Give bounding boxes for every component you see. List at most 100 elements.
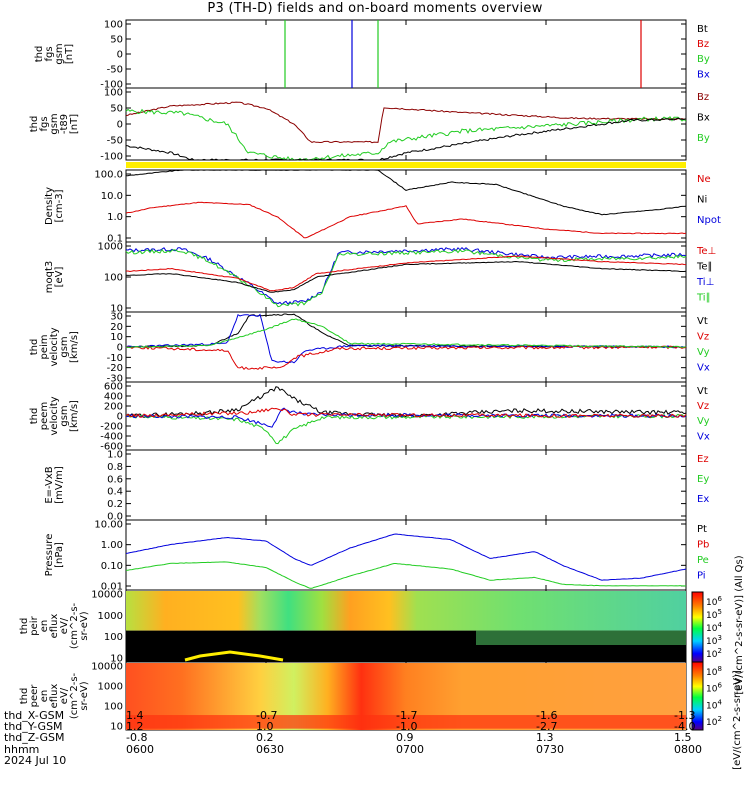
footer-row-label: thd_Z-GSM <box>4 731 65 745</box>
y-tick-label: 0 <box>117 343 123 354</box>
y-tick-label: -30 <box>107 374 123 385</box>
y-axis-label-part: thd <box>34 46 45 63</box>
y-axis-label-part: (cm^2-s- <box>69 602 80 649</box>
y-axis-label: thdfgsgsm-t89[nT] <box>29 113 80 134</box>
legend-Ti∥: Ti∥ <box>696 293 711 304</box>
y-tick-label: -10 <box>107 353 123 364</box>
panel-pressure: 10.00 1.00 0.10 0.01 Pressure[nPa] Pt Pb Pe Pi <box>44 519 709 593</box>
y-axis-label-part: thd <box>19 688 30 705</box>
y-tick-label: -50 <box>107 136 123 147</box>
footer-value: -4.0 <box>674 720 696 734</box>
y-tick-label: 0.01 <box>101 582 123 593</box>
footer-row-label: hhmm <box>4 742 40 756</box>
y-tick-label: 100 <box>104 273 123 284</box>
legend-Ez: Ez <box>697 454 709 465</box>
footer-value: -0.7 <box>256 709 278 722</box>
y-tick-label: -50 <box>107 65 123 76</box>
legend-Pb: Pb <box>697 540 709 551</box>
footer-row-label: thd_Y-GSM <box>4 720 63 734</box>
legend-Bt: Bt <box>697 24 708 35</box>
colorbar-tick-exponent: 3 <box>717 634 721 642</box>
bx-trace <box>125 117 687 161</box>
panel-frame <box>125 241 687 313</box>
y-axis-label-part: [nT] <box>64 44 75 64</box>
colorbar-tick-exponent: 6 <box>717 682 722 690</box>
footer-value: -1.3 <box>674 709 696 722</box>
colorbar-title: [eV/(cm^2-s-sr-eV)] <box>732 670 743 770</box>
y-tick-label: 400 <box>104 392 123 403</box>
quality-bar <box>126 162 686 168</box>
y-tick-label: 1.0 <box>107 450 123 461</box>
y-tick-label: 0.2 <box>107 499 123 510</box>
footer-value: -1.7 <box>396 709 418 722</box>
y-axis-label-part: fgs <box>44 46 55 61</box>
legend-Npot: Npot <box>697 215 721 226</box>
y-axis-label: Density[cm-3] <box>44 187 65 225</box>
bz-trace <box>125 101 687 144</box>
y-tick-label: 10 <box>110 722 123 733</box>
ev-vy-trace <box>125 413 687 445</box>
legend-Vx: Vx <box>697 363 710 374</box>
y-axis-label-part: sr-eV) <box>79 681 90 710</box>
vt-trace <box>125 313 686 349</box>
y-tick-label: 30 <box>110 312 123 323</box>
legend-Vy: Vy <box>697 416 710 427</box>
panel-frame <box>125 449 687 521</box>
footer-value: -1.0 <box>396 720 418 734</box>
legend-Te⊥: Te⊥ <box>696 246 716 257</box>
panel-fgs_gsm_t89: 100 50 0 -50 -100 thdfgsgsm-t89[nT] Bz Bx By <box>29 87 710 163</box>
ion-spectrogram-high <box>126 591 686 631</box>
y-tick-label: 20 <box>110 322 123 333</box>
colorbar-tick-exponent: 5 <box>717 608 721 616</box>
legend-Ex: Ex <box>697 494 709 505</box>
y-axis-label-part: gsm <box>59 336 70 357</box>
footer-value: 0.2 <box>256 731 274 745</box>
y-tick-label: -20 <box>107 363 123 374</box>
y-tick-label: 0.8 <box>107 462 123 473</box>
y-tick-label: 1000 <box>98 682 123 693</box>
y-tick-label: -100 <box>100 80 123 91</box>
ne-trace <box>125 201 687 239</box>
y-axis-label-part: eflux <box>49 684 60 709</box>
panel-efield: 1.00.80.6 0.40.2 0.0 E=-VxB[mV/m] Ez Ey Ex <box>44 449 709 523</box>
pe-trace <box>125 561 687 589</box>
ev-vx-trace <box>125 407 687 428</box>
y-axis-label-part: [km/s] <box>69 331 80 363</box>
y-tick-label: 0.0 <box>107 512 123 523</box>
legend-By: By <box>697 133 710 144</box>
footer-value: 1.2 <box>126 720 144 734</box>
colorbar-tick-label: 103 <box>706 634 722 647</box>
legend-Pi: Pi <box>697 571 706 582</box>
footer-value: 1.5 <box>674 731 692 745</box>
by-trace <box>125 108 687 161</box>
legend-Vz: Vz <box>697 401 709 412</box>
y-axis-label-part: [km/s] <box>69 400 80 432</box>
electron-yellow-band <box>184 650 284 662</box>
footer-value: 1.0 <box>256 720 274 734</box>
legend-Ni: Ni <box>697 195 707 206</box>
vy-trace <box>126 318 687 349</box>
y-axis-label-part: eV/ <box>59 687 70 704</box>
y-axis-label-part: eflux <box>49 614 60 639</box>
y-axis-label-part: E=-VxB <box>44 466 55 503</box>
y-tick-label: 0.4 <box>107 487 123 498</box>
y-tick-label: 50 <box>110 104 123 115</box>
ev-vt-trace <box>125 386 687 419</box>
y-tick-label: 0 <box>117 120 123 131</box>
y-axis-label-part: peir <box>29 615 40 635</box>
footer-value: -0.8 <box>126 731 148 745</box>
footer-value: 1.3 <box>536 731 554 745</box>
y-axis-label-part: eV/ <box>59 617 70 634</box>
footer-value: 0600 <box>126 742 154 756</box>
y-tick-label: 1000 <box>98 242 123 253</box>
legend-Vz: Vz <box>697 332 709 343</box>
y-axis-label-part: peer <box>29 684 40 708</box>
y-axis-label-part: -t89 <box>59 114 70 134</box>
y-axis-label-part: Pressure <box>44 534 55 577</box>
colorbar-tick-label: 105 <box>706 608 722 621</box>
y-axis-label-part: velocity <box>49 327 60 366</box>
y-axis-label-part: (cm^2-s- <box>69 672 80 719</box>
legend-Pe: Pe <box>697 555 709 566</box>
y-axis-label-part: en <box>39 690 50 703</box>
y-tick-label: 200 <box>104 402 123 413</box>
